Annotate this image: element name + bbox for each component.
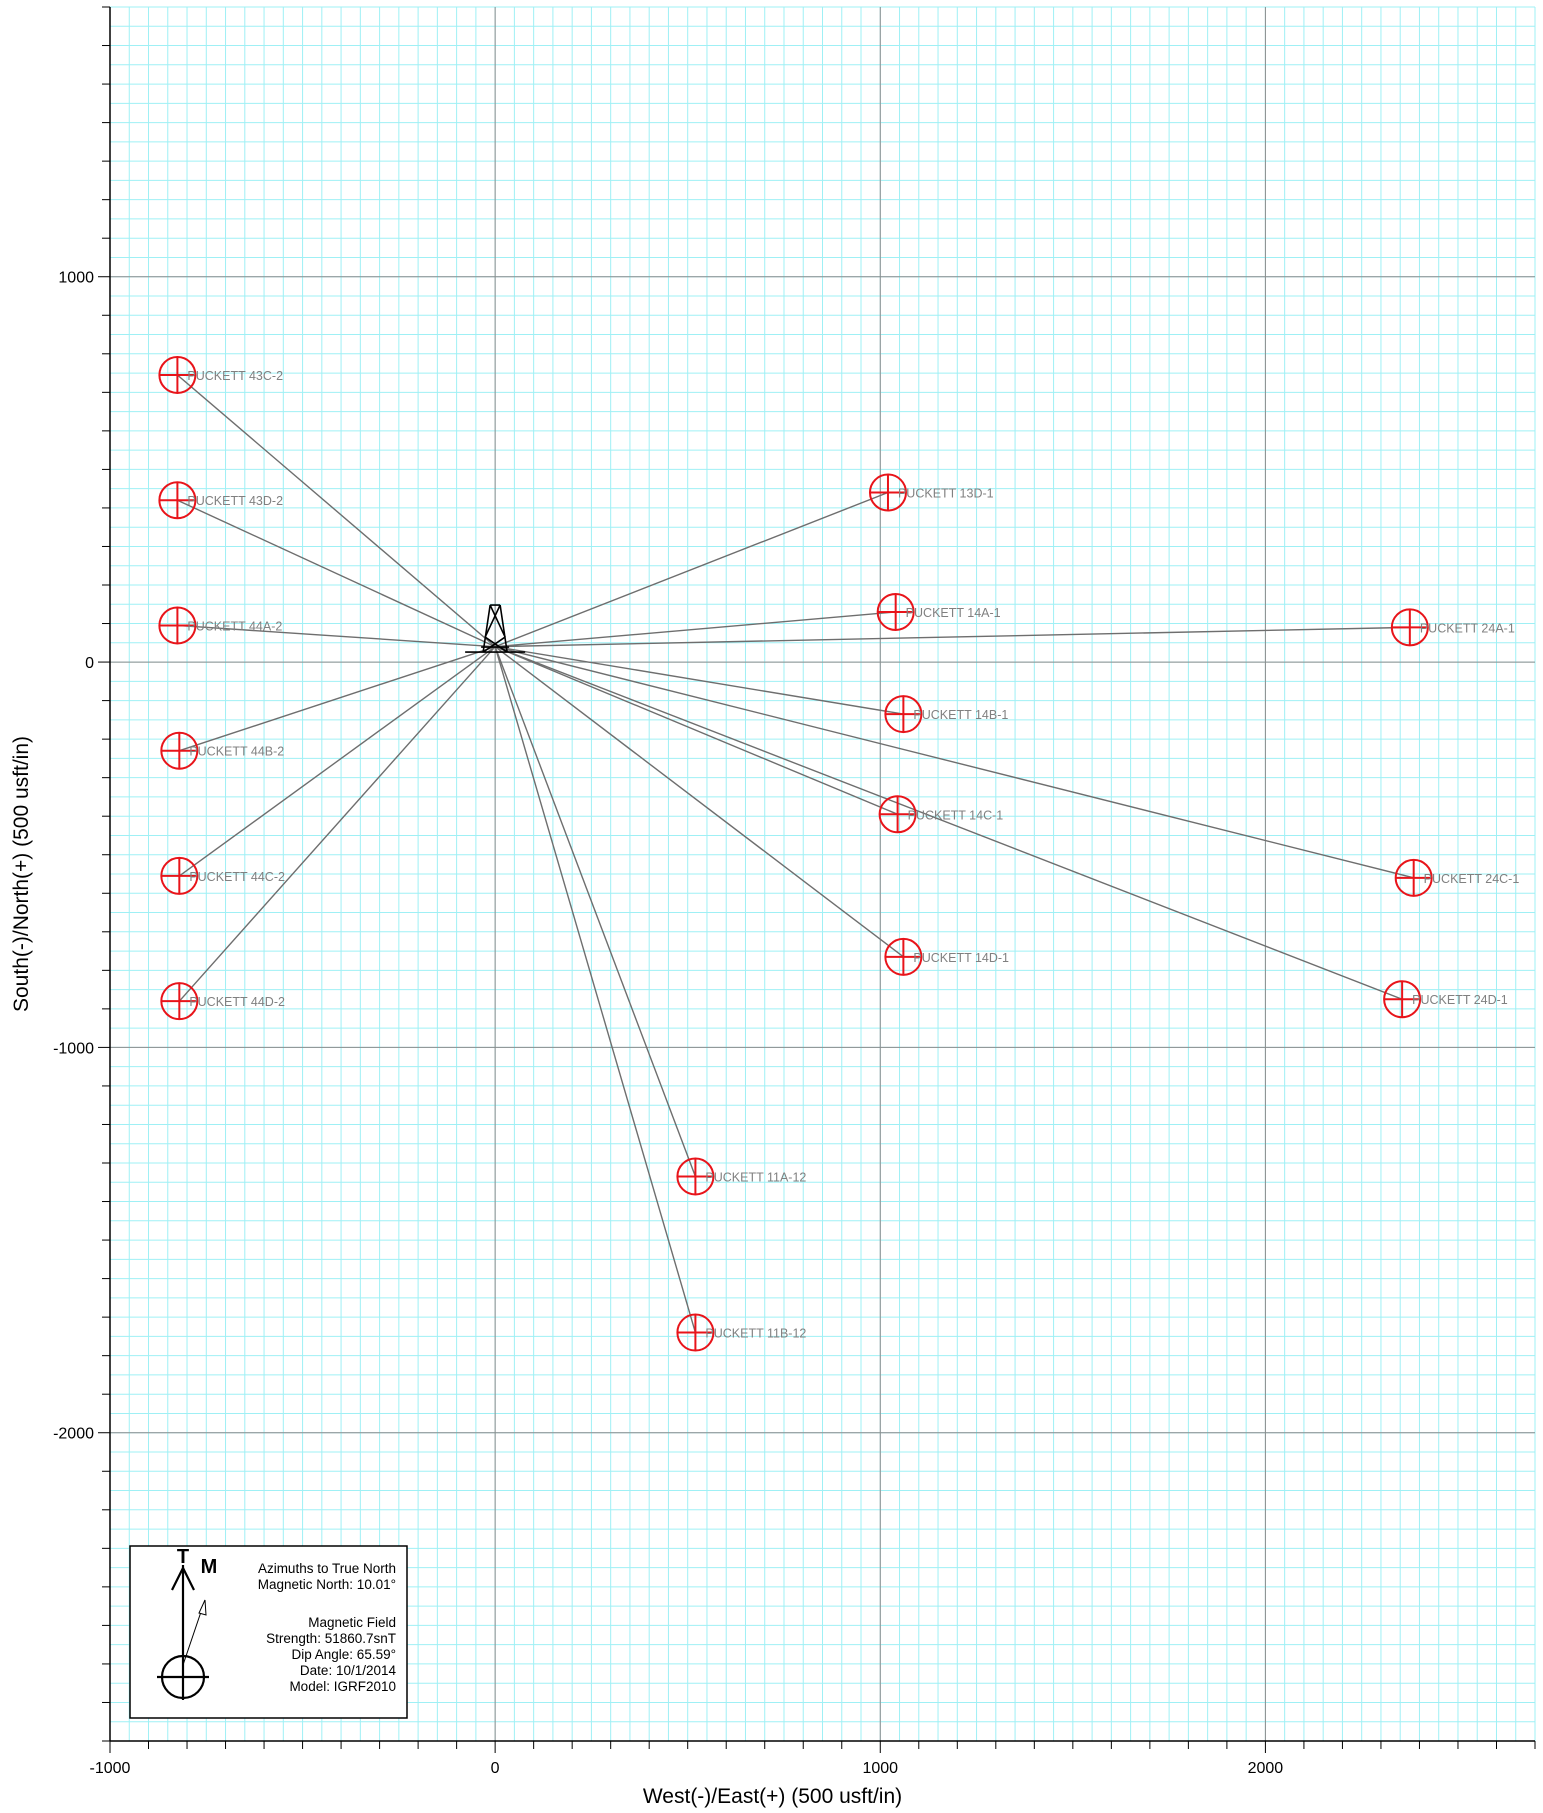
well-path [177, 624, 496, 648]
well-target-puckett-44c-2: PUCKETT 44C-2 [160, 856, 285, 895]
well-label: PUCKETT 43C-2 [187, 369, 283, 383]
well-target-puckett-44b-2: PUCKETT 44B-2 [160, 731, 284, 770]
rig-line [499, 604, 508, 653]
well-path [178, 646, 496, 1002]
axis-ticks: -1000 0 1000 2000 1000 0 -1000 -2000 [53, 6, 1536, 1777]
well-label: PUCKETT 44B-2 [189, 745, 284, 759]
well-path [495, 626, 1410, 648]
well-label: PUCKETT 14B-1 [913, 708, 1008, 722]
well-paths [176, 374, 1414, 1333]
well-target-puckett-13d-1: PUCKETT 13D-1 [868, 473, 994, 512]
legend-line: Model: IGRF2010 [289, 1679, 396, 1694]
x-axis-label: West(-)/East(+) (500 usft/in) [643, 1785, 902, 1808]
x-tick-label: -1000 [90, 1760, 131, 1777]
rig-line [484, 604, 501, 638]
rig-line [484, 636, 508, 653]
well-label: PUCKETT 11B-12 [705, 1327, 806, 1341]
well-label: PUCKETT 24A-1 [1420, 621, 1515, 635]
well-path [494, 646, 697, 1333]
legend-line: Date: 10/1/2014 [300, 1663, 397, 1678]
legend-line: Dip Angle: 65.59° [292, 1647, 396, 1662]
well-label: PUCKETT 14A-1 [906, 606, 1001, 620]
rig-line [482, 636, 506, 653]
well-path [177, 499, 496, 648]
legend-line: Azimuths to True North [258, 1561, 396, 1576]
well-label: PUCKETT 44D-2 [189, 995, 285, 1009]
well-path [494, 646, 904, 958]
well-path [494, 645, 1414, 879]
well-target-puckett-43d-2: PUCKETT 43D-2 [158, 481, 283, 520]
well-label: PUCKETT 43D-2 [187, 494, 283, 508]
well-path [494, 646, 1403, 1000]
well-label: PUCKETT 44A-2 [187, 619, 282, 633]
well-path [495, 611, 896, 648]
magnetic-north-arrow-icon [182, 1599, 207, 1666]
well-label: PUCKETT 24D-1 [1412, 993, 1508, 1007]
well-target-puckett-11a-12: PUCKETT 11A-12 [676, 1157, 806, 1196]
well-path [494, 646, 898, 815]
well-label: PUCKETT 13D-1 [898, 487, 994, 501]
true-north-arrow-icon [157, 1565, 209, 1700]
legend-box [129, 1545, 408, 1719]
well-target-puckett-14a-1: PUCKETT 14A-1 [876, 592, 1001, 631]
well-path [179, 645, 496, 752]
legend-line: Magnetic Field [308, 1615, 396, 1630]
well-target-puckett-14d-1: PUCKETT 14D-1 [884, 937, 1009, 976]
well-target-puckett-24d-1: PUCKETT 24D-1 [1383, 980, 1508, 1019]
y-tick-label: 1000 [58, 270, 94, 287]
well-label: PUCKETT 14D-1 [913, 951, 1009, 965]
legend-line: Strength: 51860.7snT [266, 1631, 396, 1646]
well-target-puckett-11b-12: PUCKETT 11B-12 [676, 1313, 806, 1352]
grid [109, 6, 1536, 1742]
legend-line: Magnetic North: 10.01° [258, 1577, 396, 1592]
well-path [176, 374, 496, 648]
y-tick-label: -1000 [53, 1040, 94, 1057]
well-label: PUCKETT 44C-2 [189, 870, 285, 884]
well-path [495, 645, 904, 715]
rig-line [482, 604, 491, 653]
well-label: PUCKETT 11A-12 [705, 1170, 806, 1184]
well-target-puckett-14c-1: PUCKETT 14C-1 [878, 795, 1004, 834]
well-target-puckett-44d-2: PUCKETT 44D-2 [160, 982, 285, 1021]
well-target-puckett-43c-2: PUCKETT 43C-2 [158, 355, 283, 394]
well-path [178, 646, 496, 877]
well-target-puckett-24c-1: PUCKETT 24C-1 [1394, 858, 1520, 897]
x-tick-label: 0 [491, 1760, 500, 1777]
rig-icon [465, 604, 526, 653]
x-tick-label: 1000 [862, 1760, 898, 1777]
y-tick-label: -2000 [53, 1426, 94, 1443]
north-legend: T M Azimuths to True North Magnetic Nort… [129, 1545, 408, 1719]
well-target-puckett-44a-2: PUCKETT 44A-2 [158, 606, 282, 645]
well-label: PUCKETT 24C-1 [1424, 872, 1520, 886]
magnetic-north-symbol: M [201, 1556, 218, 1578]
true-north-symbol: T [177, 1546, 189, 1568]
well-label: PUCKETT 14C-1 [908, 808, 1004, 822]
well-target-puckett-14b-1: PUCKETT 14B-1 [884, 695, 1008, 734]
rig-line [489, 604, 506, 638]
x-tick-label: 2000 [1248, 1760, 1284, 1777]
y-axis-label: South(-)/North(+) (500 usft/in) [10, 736, 33, 1012]
y-tick-label: 0 [85, 655, 94, 672]
well-path [494, 646, 697, 1177]
well-path [494, 491, 889, 648]
well-target-puckett-24a-1: PUCKETT 24A-1 [1390, 608, 1515, 647]
well-targets: PUCKETT 43C-2 PUCKETT 43D-2 PUCKETT 44A-2 P… [158, 355, 1520, 1352]
